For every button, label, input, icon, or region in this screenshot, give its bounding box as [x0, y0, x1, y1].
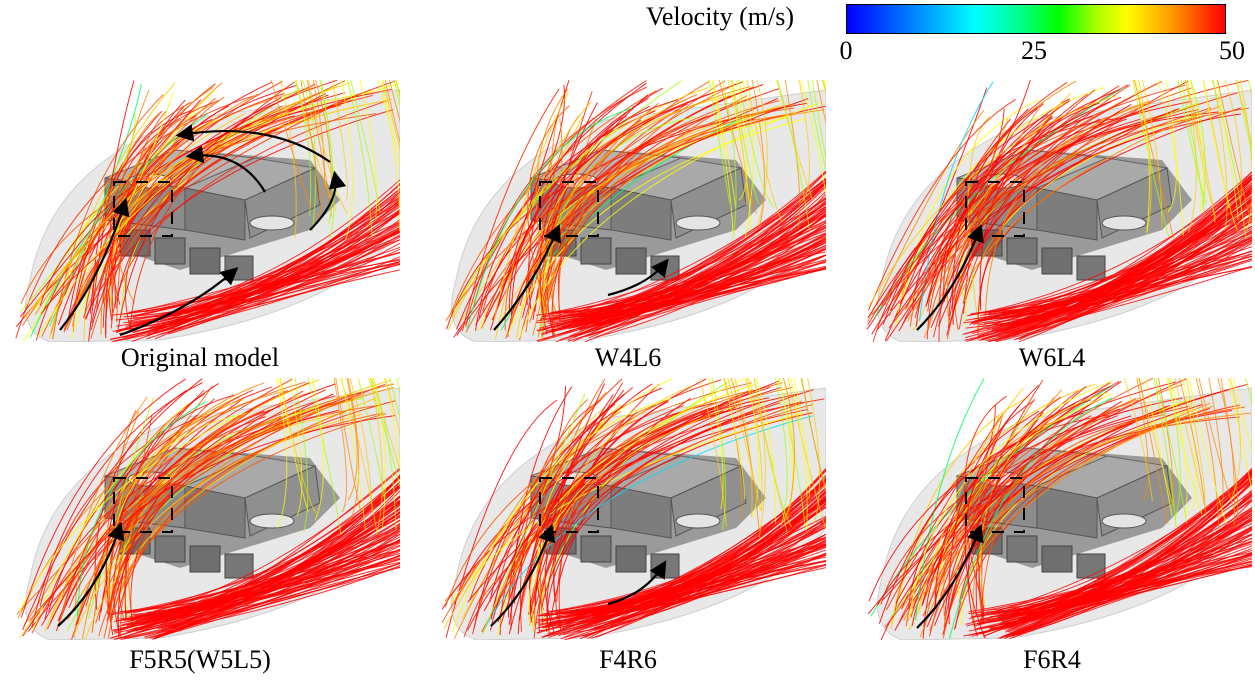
streamline-image	[441, 378, 826, 640]
panel-label: W6L4	[1018, 343, 1086, 372]
legend-tick-mid: 25	[1021, 36, 1047, 65]
panel-original-model	[10, 80, 400, 342]
panel-label: F6R4	[1023, 645, 1081, 674]
legend-tick-max: 50	[1219, 36, 1245, 65]
panel-label: W4L6	[594, 343, 662, 372]
streamline-image	[16, 378, 400, 640]
panel-f5r5	[10, 378, 400, 640]
panel-label: F4R6	[599, 645, 657, 674]
velocity-colorbar	[846, 4, 1226, 34]
streamline-image	[15, 80, 400, 342]
panel-w4l6	[436, 80, 826, 342]
legend-title: Velocity (m/s)	[646, 2, 795, 31]
streamline-image	[867, 378, 1252, 640]
panel-w6l4	[862, 80, 1252, 342]
panel-f4r6	[436, 378, 826, 640]
panel-f6r4	[862, 378, 1252, 640]
panel-label: F5R5(W5L5)	[129, 645, 271, 674]
panel-label: Original model	[120, 343, 280, 372]
streamline-image	[445, 80, 826, 342]
legend-tick-min: 0	[839, 36, 853, 65]
streamline-image	[866, 80, 1252, 342]
